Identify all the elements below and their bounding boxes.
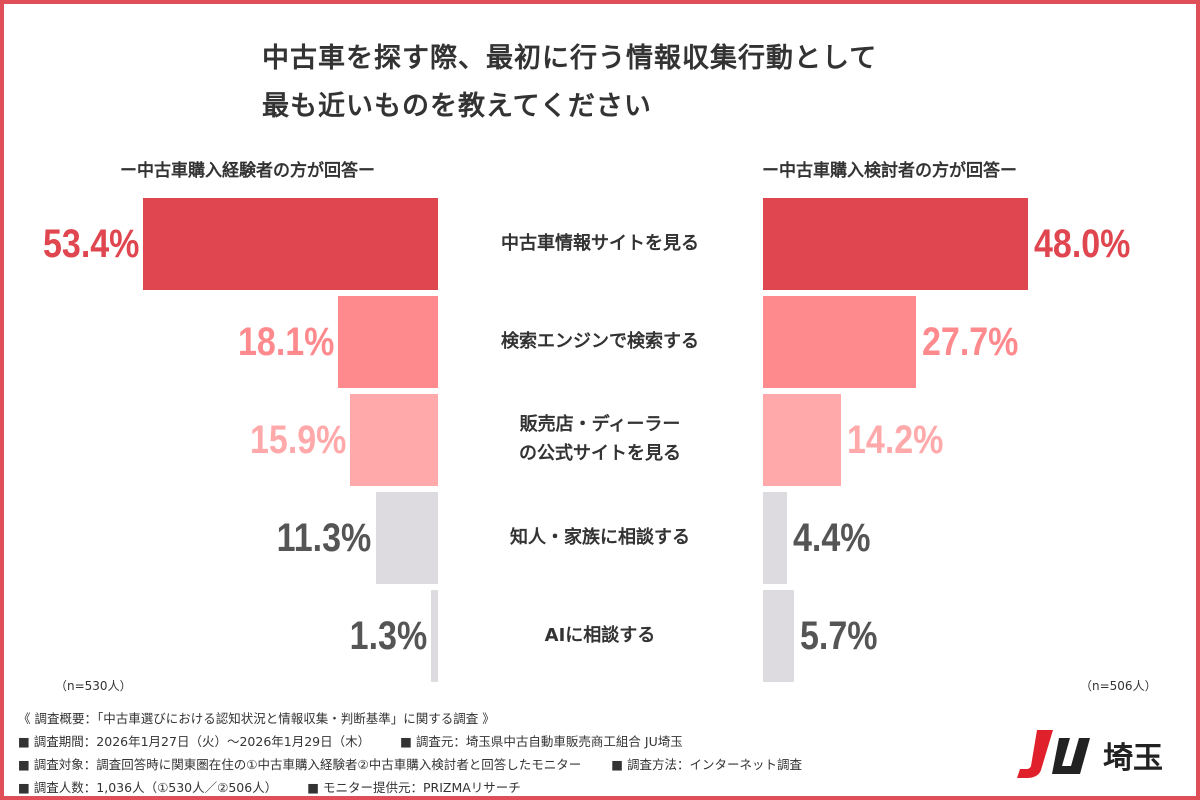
footer-provider: ■ モニター提供元：PRIZMAリサーチ [307,780,521,795]
bar-left-1 [338,296,438,388]
footer-method: ■ 調査方法：インターネット調査 [611,757,802,772]
bar-left-0 [143,198,438,290]
category-label-2: 販売店・ディーラー の公式サイトを見る [519,414,681,464]
footer-target: ■ 調査対象：調査回答時に関東圏在住の①中古車購入経験者②中古車購入検討者と回答… [18,757,582,772]
label-right-2: 14.2% [847,418,944,462]
right-sample-size: （n=506人） [1080,679,1157,693]
label-left-2: 15.9% [249,418,347,462]
bar-left-3 [375,492,438,584]
category-label-0: 中古車情報サイトを見る [501,232,699,254]
bar-right-4 [763,590,795,682]
category-label-1: 検索エンジンで検索する [501,330,699,352]
svg-text:埼玉: 埼玉 [1103,741,1163,776]
bar-right-3 [763,492,788,584]
label-left-4: 1.3% [349,614,427,658]
right-series-title: ー中古車購入検討者の方が回答ー [762,161,1017,181]
label-right-3: 4.4% [793,516,871,560]
ju-saitama-logo: 埼玉 [1015,728,1185,782]
bar-right-0 [763,198,1028,290]
category-label-3: 知人・家族に相談する [510,526,690,548]
left-sample-size: （n=530人） [55,679,132,693]
footer-period: ■ 調査期間：2026年1月27日（火）～2026年1月29日（木） [18,734,371,749]
label-left-1: 18.1% [237,320,335,364]
bar-right-2 [763,394,842,486]
label-right-0: 48.0% [1033,222,1131,266]
chart-title-line1: 中古車を探す際、最初に行う情報収集行動として [262,43,878,74]
bar-right-1 [763,296,916,388]
bar-left-2 [350,394,438,486]
label-right-4: 5.7% [800,614,878,658]
chart-title-line2: 最も近いものを教えてください [262,91,652,122]
footer-overview: 《 調査概要：「中古車選びにおける認知状況と情報収集・判断基準」に関する調査 》 [18,711,495,726]
footer-source: ■ 調査元：埼玉県中古自動車販売商工組合 JU埼玉 [400,734,683,749]
footer-line: ■ 調査対象：調査回答時に関東圏在住の①中古車購入経験者②中古車購入検討者と回答… [18,754,832,773]
footer-count: ■ 調査人数：1,036人（①530人／②506人） [18,780,278,795]
footer-line: ■ 調査期間：2026年1月27日（火）～2026年1月29日（木） ■ 調査元：… [18,731,713,750]
label-right-1: 27.7% [921,320,1019,364]
footer-line: ■ 調査人数：1,036人（①530人／②506人） ■ モニター提供元：PRIZ… [18,777,551,796]
category-label-4: AIに相談する [544,624,656,646]
bar-left-4 [430,590,438,682]
label-left-3: 11.3% [277,516,372,560]
left-series-title: ー中古車購入経験者の方が回答ー [120,161,375,181]
label-left-0: 53.4% [42,222,140,266]
